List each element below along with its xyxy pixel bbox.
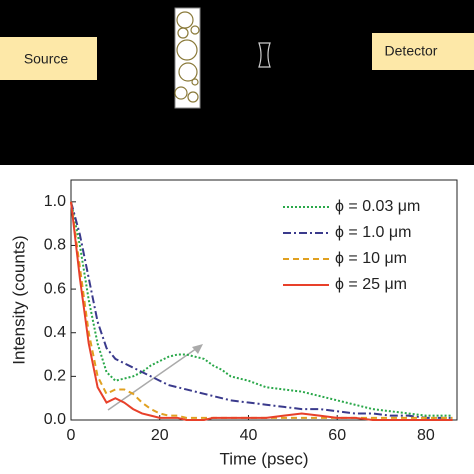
legend-label: ϕ = 1.0 μm <box>335 224 411 241</box>
y-tick-label: 0.4 <box>44 324 66 341</box>
x-tick-label: 0 <box>67 427 76 444</box>
y-tick-label: 0.0 <box>44 411 66 428</box>
x-tick-label: 20 <box>151 427 169 444</box>
legend-label: ϕ = 0.03 μm <box>335 198 420 215</box>
legend-label: ϕ = 10 μm <box>335 250 407 267</box>
legend-label: ϕ = 25 μm <box>335 276 407 293</box>
plot-frame <box>70 179 458 421</box>
x-tick-label: 80 <box>417 427 435 444</box>
diagram-background <box>0 0 474 165</box>
series-line <box>70 201 453 417</box>
y-tick-label: 0.6 <box>44 280 66 297</box>
series-line <box>70 201 453 421</box>
y-tick-label: 1.0 <box>44 193 66 210</box>
y-tick-label: 0.2 <box>44 368 66 385</box>
y-axis-label: Intensity (counts) <box>9 235 28 364</box>
x-axis-label: Time (psec) <box>219 449 308 468</box>
x-tick-label: 60 <box>328 427 346 444</box>
y-tick-label: 0.8 <box>44 237 66 254</box>
lens <box>258 42 271 68</box>
source-box <box>0 37 97 80</box>
trend-arrowhead <box>192 344 203 354</box>
source-label: Source <box>24 51 69 67</box>
detector-label: Detector <box>385 43 438 59</box>
trend-arrow <box>107 345 201 411</box>
sample-column <box>174 7 201 109</box>
detector-box <box>372 33 474 70</box>
x-tick-label: 40 <box>240 427 258 444</box>
series-line <box>70 201 453 419</box>
